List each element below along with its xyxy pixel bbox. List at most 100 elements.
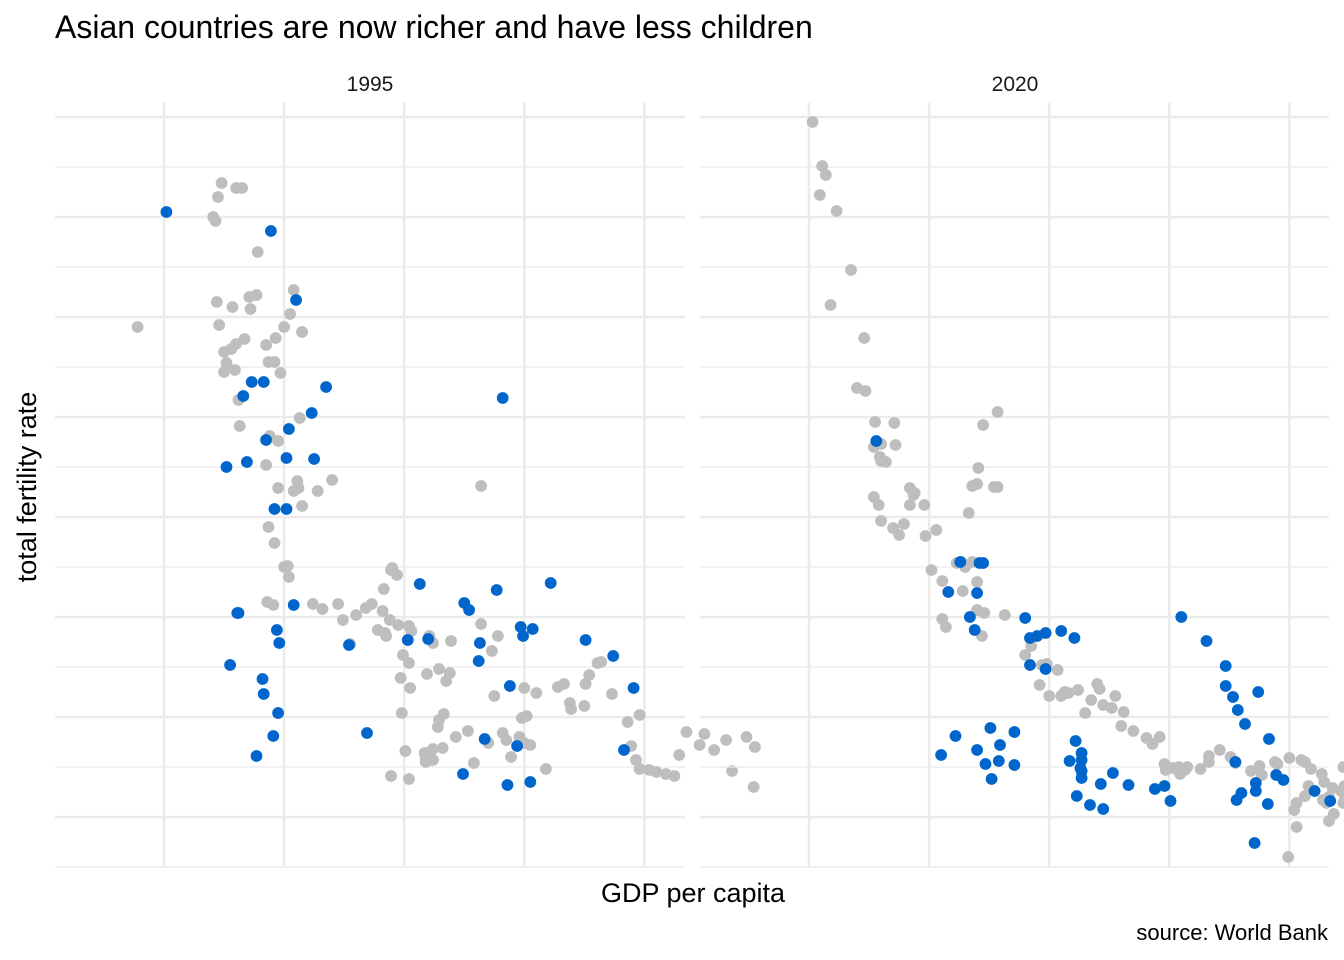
grid: [700, 103, 1329, 868]
data-point-other: [293, 412, 306, 424]
data-point-asia: [971, 744, 983, 756]
data-point-asia: [1149, 783, 1161, 795]
data-point-other: [251, 246, 264, 258]
data-point-asia: [526, 623, 539, 635]
data-point-other: [226, 301, 239, 313]
data-point-asia: [511, 740, 523, 752]
data-point-asia: [361, 727, 373, 739]
data-point-asia: [971, 587, 983, 599]
data-point-asia: [501, 779, 514, 791]
data-point-other: [1181, 761, 1194, 773]
data-point-other: [749, 741, 761, 753]
data-point-other: [376, 605, 389, 617]
data-point-other: [558, 678, 570, 690]
caption: source: World Bank: [1136, 920, 1329, 945]
data-point-asia: [579, 634, 592, 646]
data-point-other: [365, 598, 378, 610]
data-point-asia: [256, 673, 269, 685]
data-point-asia: [514, 621, 527, 633]
data-point-other: [332, 598, 344, 610]
data-point-asia: [1039, 627, 1052, 639]
data-point-other: [377, 583, 390, 595]
data-point-other: [443, 667, 456, 679]
data-point-asia: [1239, 718, 1251, 730]
data-point-other: [630, 754, 642, 766]
data-point-other: [395, 707, 408, 719]
data-point-asia: [422, 633, 435, 645]
data-point-asia: [1324, 795, 1337, 807]
data-point-asia: [979, 758, 992, 770]
points: [131, 177, 761, 793]
data-point-asia: [1175, 611, 1188, 623]
data-point-other: [244, 303, 257, 315]
data-point-asia: [474, 637, 486, 649]
data-point-asia: [1235, 787, 1248, 799]
data-point-other: [238, 333, 251, 345]
data-point-other: [433, 663, 445, 675]
data-point-other: [272, 482, 284, 494]
data-point-asia: [308, 453, 320, 465]
data-point-other: [693, 739, 706, 751]
data-point-other: [1093, 683, 1106, 695]
data-point-other: [673, 749, 686, 761]
data-point-asia: [954, 556, 967, 568]
data-point-other: [421, 668, 433, 680]
data-point-other: [250, 289, 263, 301]
data-point-asia: [1249, 777, 1262, 789]
data-point-other: [311, 485, 324, 497]
data-point-other: [998, 609, 1011, 621]
data-point-other: [1109, 690, 1122, 702]
data-point-other: [427, 743, 439, 755]
data-point-other: [824, 299, 837, 311]
data-point-other: [392, 619, 405, 631]
data-point-asia: [984, 722, 997, 734]
data-point-other: [281, 560, 294, 572]
data-point-other: [869, 416, 881, 428]
data-point-other: [875, 515, 887, 527]
data-point-other: [233, 420, 246, 432]
data-point-other: [296, 326, 308, 338]
data-point-other: [337, 614, 349, 626]
data-point-other: [633, 709, 646, 721]
data-point-other: [874, 451, 886, 463]
data-point-other: [213, 319, 226, 331]
data-point-other: [225, 343, 238, 355]
data-point-asia: [457, 768, 469, 780]
data-point-other: [872, 499, 885, 511]
data-point-other: [468, 757, 480, 769]
data-point-asia: [237, 390, 250, 402]
data-point-asia: [935, 749, 947, 761]
data-point-other: [1305, 763, 1317, 775]
data-point-other: [1327, 808, 1340, 820]
data-point-other: [1105, 702, 1118, 714]
data-point-other: [274, 367, 287, 379]
data-point-asia: [272, 707, 284, 719]
data-point-asia: [949, 730, 962, 742]
data-point-asia: [1039, 663, 1052, 675]
data-point-asia: [271, 624, 283, 636]
data-point-other: [747, 781, 760, 793]
data-point-other: [278, 321, 290, 333]
data-point-other: [893, 529, 905, 541]
data-point-other: [268, 356, 281, 368]
data-point-other: [445, 635, 457, 647]
data-point-other: [1253, 760, 1266, 772]
data-point-other: [740, 731, 753, 743]
data-point-asia: [413, 578, 426, 590]
data-point-other: [858, 332, 871, 344]
data-point-asia: [1164, 795, 1177, 807]
data-point-asia: [1200, 635, 1213, 647]
facet-panel-1995: 1995: [55, 73, 761, 868]
data-point-other: [210, 296, 223, 308]
data-point-other: [830, 205, 843, 217]
data-point-other: [918, 499, 931, 511]
data-point-asia: [1263, 733, 1275, 745]
data-point-other: [475, 618, 487, 630]
data-point-asia: [496, 392, 509, 404]
data-point-other: [496, 727, 509, 739]
data-point-other: [583, 669, 596, 681]
data-point-asia: [267, 730, 280, 742]
data-point-asia: [257, 376, 270, 388]
data-point-other: [236, 182, 249, 194]
